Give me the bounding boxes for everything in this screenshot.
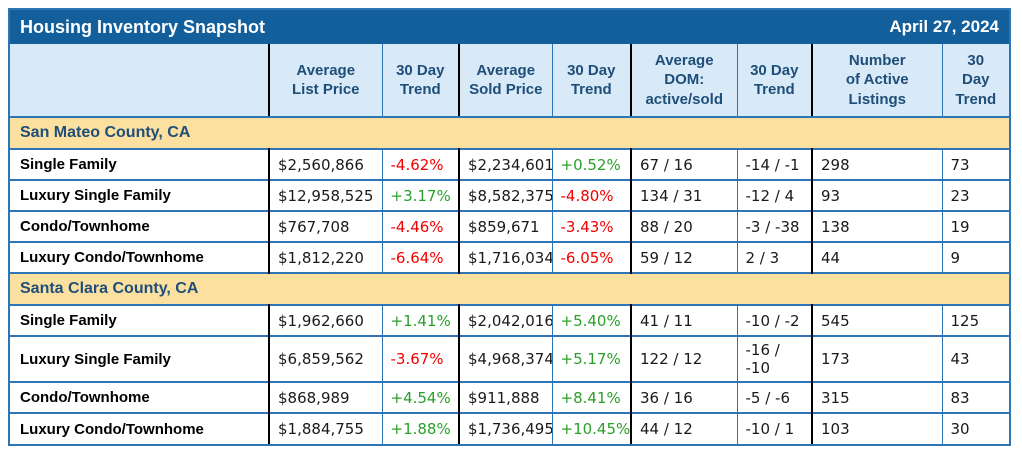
col-header-blank (10, 44, 270, 118)
inventory-table: Average List Price 30 Day Trend Average … (10, 44, 1009, 444)
dom-cell: 41 / 11 (631, 304, 738, 336)
dom-trend-cell: 2 / 3 (737, 241, 813, 273)
row-label: Luxury Single Family (10, 179, 270, 211)
avg-sold-price-cell: $8,582,375 (459, 179, 553, 211)
report-date: April 27, 2024 (889, 17, 999, 36)
dom-cell: 122 / 12 (631, 335, 738, 382)
list-trend-cell: +1.41% (382, 304, 460, 336)
avg-list-price-cell: $868,989 (269, 381, 383, 413)
row-label: Luxury Single Family (10, 335, 270, 382)
sold-trend-cell: +5.40% (552, 304, 632, 336)
section-row-san-mateo: San Mateo County, CA (10, 116, 1009, 149)
dom-cell: 67 / 16 (631, 148, 738, 180)
col-header-sold-trend: 30 Day Trend (552, 44, 632, 118)
avg-list-price-cell: $2,560,866 (269, 148, 383, 180)
avg-list-price-cell: $1,812,220 (269, 241, 383, 273)
sold-trend-cell: +10.45% (552, 412, 632, 444)
dom-cell: 44 / 12 (631, 412, 738, 444)
sold-trend-cell: +8.41% (552, 381, 632, 413)
list-trend-cell: +4.54% (382, 381, 460, 413)
page-title: Housing Inventory Snapshot (20, 16, 266, 37)
col-header-listings-trend: 30 Day Trend (942, 44, 1009, 118)
active-listings-cell: 315 (812, 381, 943, 413)
table-row: Condo/Townhome $767,708 -4.46% $859,671 … (10, 210, 1009, 242)
avg-sold-price-cell: $2,234,601 (459, 148, 553, 180)
table-row: Luxury Single Family $6,859,562 -3.67% $… (10, 335, 1009, 382)
dom-trend-cell: -3 / -38 (737, 210, 813, 242)
row-label: Single Family (10, 148, 270, 180)
listings-trend-cell: 23 (942, 179, 1009, 211)
row-label: Condo/Townhome (10, 210, 270, 242)
sold-trend-cell: +0.52% (552, 148, 632, 180)
table-row: Luxury Condo/Townhome $1,884,755 +1.88% … (10, 412, 1009, 444)
section-header: San Mateo County, CA (10, 116, 1009, 149)
dom-cell: 36 / 16 (631, 381, 738, 413)
active-listings-cell: 298 (812, 148, 943, 180)
col-header-active-listings: Number of Active Listings (812, 44, 943, 118)
list-trend-cell: +1.88% (382, 412, 460, 444)
list-trend-cell: -4.62% (382, 148, 460, 180)
dom-trend-cell: -10 / 1 (737, 412, 813, 444)
col-header-avg-dom: Average DOM: active/sold (631, 44, 738, 118)
list-trend-cell: -6.64% (382, 241, 460, 273)
avg-sold-price-cell: $859,671 (459, 210, 553, 242)
avg-sold-price-cell: $1,716,034 (459, 241, 553, 273)
list-trend-cell: -4.46% (382, 210, 460, 242)
active-listings-cell: 103 (812, 412, 943, 444)
avg-sold-price-cell: $911,888 (459, 381, 553, 413)
dom-cell: 88 / 20 (631, 210, 738, 242)
sold-trend-cell: -4.80% (552, 179, 632, 211)
dom-cell: 134 / 31 (631, 179, 738, 211)
active-listings-cell: 173 (812, 335, 943, 382)
dom-trend-cell: -5 / -6 (737, 381, 813, 413)
col-header-dom-trend: 30 Day Trend (737, 44, 813, 118)
dom-trend-cell: -14 / -1 (737, 148, 813, 180)
active-listings-cell: 138 (812, 210, 943, 242)
listings-trend-cell: 43 (942, 335, 1009, 382)
sold-trend-cell: -3.43% (552, 210, 632, 242)
listings-trend-cell: 30 (942, 412, 1009, 444)
row-label: Luxury Condo/Townhome (10, 412, 270, 444)
list-trend-cell: +3.17% (382, 179, 460, 211)
active-listings-cell: 545 (812, 304, 943, 336)
row-label: Single Family (10, 304, 270, 336)
row-label: Luxury Condo/Townhome (10, 241, 270, 273)
table-row: Single Family $2,560,866 -4.62% $2,234,6… (10, 148, 1009, 180)
avg-list-price-cell: $767,708 (269, 210, 383, 242)
table-row: Luxury Condo/Townhome $1,812,220 -6.64% … (10, 241, 1009, 273)
table-row: Luxury Single Family $12,958,525 +3.17% … (10, 179, 1009, 211)
list-trend-cell: -3.67% (382, 335, 460, 382)
row-label: Condo/Townhome (10, 381, 270, 413)
active-listings-cell: 93 (812, 179, 943, 211)
dom-trend-cell: -10 / -2 (737, 304, 813, 336)
avg-sold-price-cell: $4,968,374 (459, 335, 553, 382)
header-row: Average List Price 30 Day Trend Average … (10, 44, 1009, 118)
section-header: Santa Clara County, CA (10, 272, 1009, 305)
dom-cell: 59 / 12 (631, 241, 738, 273)
listings-trend-cell: 9 (942, 241, 1009, 273)
sold-trend-cell: -6.05% (552, 241, 632, 273)
col-header-avg-sold-price: Average Sold Price (459, 44, 553, 118)
sold-trend-cell: +5.17% (552, 335, 632, 382)
avg-list-price-cell: $1,884,755 (269, 412, 383, 444)
dom-trend-cell: -12 / 4 (737, 179, 813, 211)
avg-list-price-cell: $6,859,562 (269, 335, 383, 382)
table-row: Single Family $1,962,660 +1.41% $2,042,0… (10, 304, 1009, 336)
title-bar: Housing Inventory Snapshot April 27, 202… (10, 10, 1009, 44)
avg-list-price-cell: $1,962,660 (269, 304, 383, 336)
listings-trend-cell: 73 (942, 148, 1009, 180)
housing-inventory-table: Housing Inventory Snapshot April 27, 202… (8, 8, 1011, 446)
listings-trend-cell: 125 (942, 304, 1009, 336)
avg-list-price-cell: $12,958,525 (269, 179, 383, 211)
col-header-list-trend: 30 Day Trend (382, 44, 460, 118)
listings-trend-cell: 19 (942, 210, 1009, 242)
active-listings-cell: 44 (812, 241, 943, 273)
avg-sold-price-cell: $2,042,016 (459, 304, 553, 336)
section-row-santa-clara: Santa Clara County, CA (10, 272, 1009, 305)
col-header-avg-list-price: Average List Price (269, 44, 383, 118)
table-row: Condo/Townhome $868,989 +4.54% $911,888 … (10, 381, 1009, 413)
listings-trend-cell: 83 (942, 381, 1009, 413)
dom-trend-cell: -16 / -10 (737, 335, 813, 382)
avg-sold-price-cell: $1,736,495 (459, 412, 553, 444)
